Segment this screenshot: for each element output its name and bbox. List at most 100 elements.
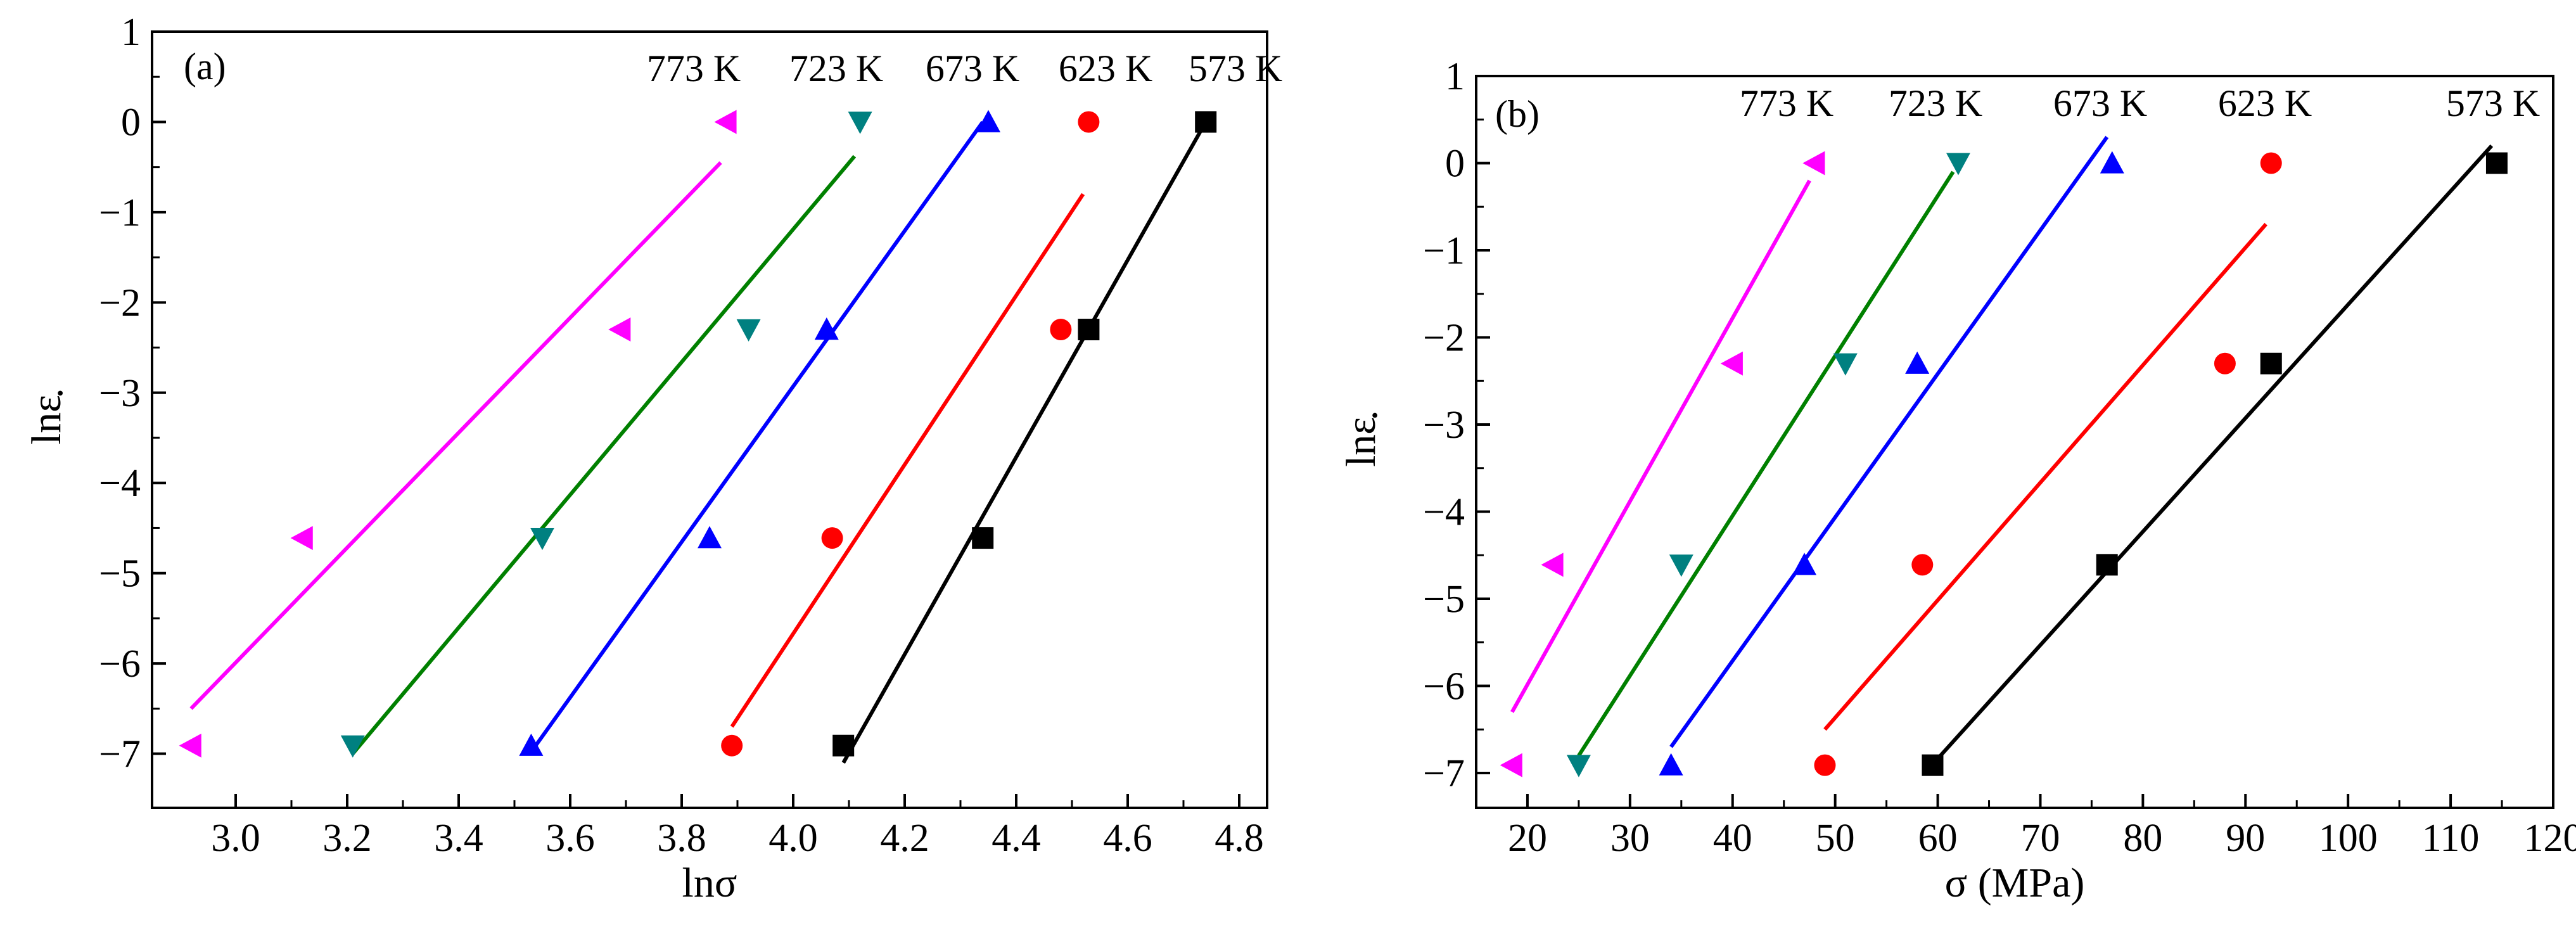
panel-a-data-point [737, 319, 761, 342]
panel-a-x-axis-title: lnσ [682, 860, 737, 906]
panel-a-y-tick-label: −2 [99, 281, 141, 324]
panel-a-data-point [698, 526, 722, 548]
panel-b-x-tick-label: 60 [1918, 817, 1958, 860]
panel-a-x-tick-label: 4.4 [992, 817, 1041, 860]
panel-a-series-723k: 723 K [341, 48, 883, 758]
panel-b-fit-line [1932, 146, 2491, 764]
panel-b-x-tick-label: 50 [1816, 817, 1855, 860]
panel-b-x-tick-label: 100 [2319, 817, 2378, 860]
panel-b-data-point [1946, 153, 1970, 175]
panel-a-data-point [832, 735, 854, 757]
panel-a-data-point [848, 112, 872, 134]
panel-b-fit-line [1512, 181, 1810, 712]
panel-b-data-point [1721, 352, 1743, 376]
panel-a-label: (a) [184, 46, 226, 87]
panel-b-y-tick-label: −5 [1423, 578, 1465, 621]
panel-a-x-tick-label: 3.2 [322, 817, 372, 860]
panel-b-x-tick-label: 20 [1508, 817, 1547, 860]
panel-a-data-point [822, 527, 843, 549]
panel-b-temperature-label: 673 K [2053, 82, 2147, 124]
panel-a-x-tick-label: 4.8 [1215, 817, 1264, 860]
panel-a-x-tick-label: 4.6 [1103, 817, 1152, 860]
panel-b-x-tick-label: 70 [2020, 817, 2060, 860]
panel-a-frame [152, 32, 1267, 808]
panel-b-x-tick-label: 30 [1610, 817, 1650, 860]
panel-a-y-tick-label: −6 [99, 642, 141, 686]
panel-b-data-point [1792, 553, 1816, 575]
panel-b-x-tick-label: 80 [2123, 817, 2162, 860]
panel-a-y-tick-label: 0 [121, 101, 141, 144]
panel-b-x-axis-title: σ (MPa) [1945, 860, 2085, 906]
panel-b-y-tick-label: −6 [1423, 665, 1465, 708]
panel-a-temperature-label: 623 K [1059, 48, 1152, 89]
panel-a-data-point [291, 526, 313, 550]
panel-b-y-axis-title-dot: · [1352, 409, 1398, 423]
panel-b-fit-line [1825, 224, 2266, 730]
panel-a-series-573k: 573 K [832, 48, 1282, 763]
panel-a-y-tick-label: −7 [99, 733, 141, 776]
panel-a-y-tick-label: −3 [99, 372, 141, 415]
panel-b-data-point [1567, 755, 1591, 777]
panel-b-data-point [1905, 352, 1929, 374]
panel-b-y-axis-title: lnε [1338, 417, 1384, 467]
panel-a-fit-line [191, 163, 721, 709]
panel-a-data-point [1195, 111, 1216, 132]
panel-b-frame [1476, 76, 2553, 808]
panel-b-data-point [1659, 753, 1683, 776]
panel-a-data-point [179, 734, 201, 758]
panel-a-data-point [608, 317, 630, 342]
panel-b-x-tick-label: 120 [2524, 817, 2576, 860]
panel-b-x-tick-label: 90 [2226, 817, 2265, 860]
panel-b-temperature-label: 723 K [1889, 82, 1982, 124]
panel-a-data-point [1078, 319, 1099, 340]
panel-a-y-tick-label: 1 [121, 11, 141, 54]
panel-b-series-723k: 723 K [1567, 82, 1982, 777]
panel-b-data-point [1814, 755, 1835, 776]
panel-a-temperature-label: 723 K [789, 48, 883, 89]
panel-b-label: (b) [1495, 93, 1540, 135]
panel-b-data-point [2260, 153, 2282, 174]
panel-a-x-tick-label: 4.0 [768, 817, 818, 860]
panel-b-data-point [2486, 153, 2508, 174]
panel-a-fit-line [531, 122, 983, 751]
panel-b-data-point [1802, 151, 1825, 176]
panel-a-data-point [972, 527, 993, 549]
panel-b-series-673k: 673 K [1659, 82, 2148, 776]
panel-b-y-tick-label: −2 [1423, 317, 1465, 360]
panel-b-y-tick-label: −3 [1423, 404, 1465, 447]
panel-b-temperature-label: 773 K [1740, 82, 1833, 124]
panel-b-data-point [1500, 753, 1522, 777]
panel-a-data-point [721, 735, 743, 757]
panel-a-y-tick-label: −1 [99, 191, 141, 234]
panel-b-series-573k: 573 K [1922, 82, 2540, 776]
panel-a-y-tick-label: −5 [99, 553, 141, 596]
panel-a-y-axis-title-dot: · [37, 387, 84, 400]
panel-a-data-point [976, 110, 1000, 132]
panel-b-temperature-label: 573 K [2446, 82, 2540, 124]
panel-b-data-point [2096, 554, 2118, 575]
panel-b-data-point [1541, 553, 1563, 577]
panel-b-data-point [2260, 353, 2282, 374]
panel-a-x-tick-label: 3.8 [657, 817, 706, 860]
panel-a-series-623k: 623 K [721, 48, 1152, 757]
panel-a-fit-line [353, 157, 855, 754]
panel-b-data-point [1833, 354, 1858, 376]
panel-a-data-point [1050, 319, 1071, 340]
panel-b-y-tick-label: 0 [1445, 143, 1465, 186]
panel-b-series-773k: 773 K [1500, 82, 1834, 777]
panel-a-x-tick-label: 3.4 [434, 817, 483, 860]
panel-b-y-tick-label: −4 [1423, 491, 1465, 534]
panel-b-y-tick-label: 1 [1445, 55, 1465, 98]
panel-b-data-point [2100, 151, 2124, 174]
panel-a-fit-line [843, 122, 1206, 762]
panel-b-data-point [1922, 755, 1943, 776]
panel-a-data-point [1078, 111, 1099, 132]
panel-a-x-tick-label: 3.0 [211, 817, 260, 860]
panel-a-y-tick-label: −4 [99, 462, 141, 505]
panel-b-data-point [1669, 554, 1693, 577]
panel-b-temperature-label: 623 K [2218, 82, 2312, 124]
